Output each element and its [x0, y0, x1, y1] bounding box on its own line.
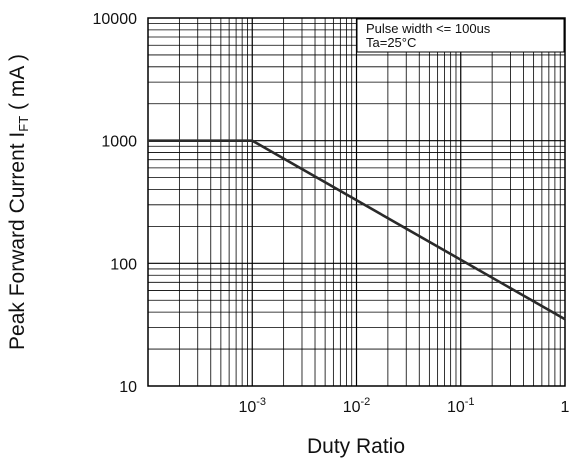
- x-axis-title: Duty Ratio: [307, 435, 405, 458]
- annotation-line-2: Ta=25°C: [366, 35, 416, 50]
- annotation-frame: [356, 18, 565, 53]
- x-tick-label: 10-1: [447, 396, 475, 416]
- x-tick-label: 10-3: [238, 396, 266, 416]
- x-tick-label: 1: [561, 399, 569, 416]
- y-axis-title-subscript: FT: [16, 116, 31, 132]
- series-group: [148, 139, 566, 321]
- y-axis-title: Peak Forward Current IFT ( mA ): [6, 54, 31, 350]
- y-tick-label: 10000: [93, 11, 138, 28]
- y-axis-title-main: Peak Forward Current I: [6, 132, 29, 350]
- series-line-0: [148, 139, 566, 321]
- annotation-line-1: Pulse width <= 100us: [366, 21, 491, 36]
- grid: [148, 18, 565, 386]
- y-tick-label: 1000: [101, 134, 137, 151]
- annotation-box: Pulse width <= 100us Ta=25°C: [356, 18, 565, 53]
- y-axis-title-unit: ( mA ): [6, 54, 29, 116]
- y-tick-label: 10: [119, 379, 137, 396]
- y-tick-labels: 10 100 1000 10000: [93, 11, 138, 396]
- x-tick-labels: 10-3 10-2 10-1 1: [238, 396, 569, 416]
- y-tick-label: 100: [110, 256, 137, 273]
- x-tick-label: 10-2: [343, 396, 371, 416]
